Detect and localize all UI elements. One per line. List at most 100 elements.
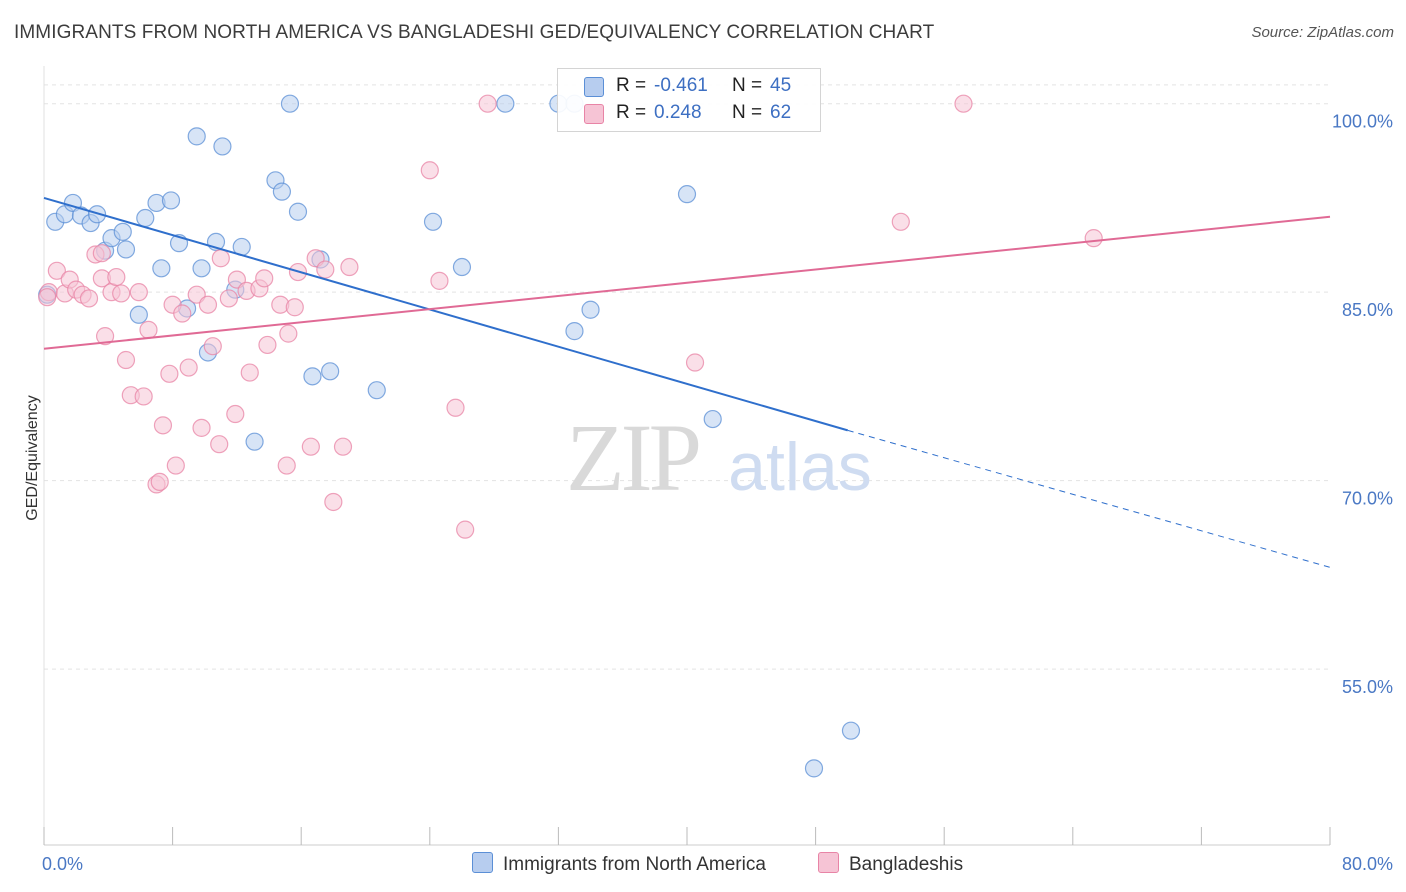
point-north-america xyxy=(804,759,824,778)
point-north-america xyxy=(116,240,136,259)
point-north-america xyxy=(280,94,300,113)
point-bangladeshi xyxy=(456,520,475,539)
point-bangladeshi xyxy=(95,327,115,346)
point-north-america xyxy=(245,432,264,451)
point-bangladeshi xyxy=(134,387,153,406)
y-axis-title: GED/Equivalency xyxy=(24,395,41,520)
point-bangladeshi xyxy=(203,337,222,356)
point-bangladeshi xyxy=(954,94,973,113)
legend-n-label: N = xyxy=(732,75,763,96)
trend-line-bangladeshi xyxy=(43,215,1331,350)
point-bangladeshi xyxy=(1084,229,1103,248)
grid-lines xyxy=(44,84,1330,670)
point-bangladeshi xyxy=(38,288,57,307)
point-bangladeshi xyxy=(324,492,343,512)
chart-title: IMMIGRANTS FROM NORTH AMERICA VS BANGLAD… xyxy=(14,22,935,43)
bottom-legend-bangladeshis: Bangladeshis xyxy=(818,852,963,876)
point-bangladeshi xyxy=(192,418,211,437)
point-bangladeshi xyxy=(79,289,99,308)
bottom-legend-swatch-pink xyxy=(818,852,839,873)
point-north-america xyxy=(565,322,584,341)
point-bangladeshi xyxy=(316,260,335,279)
watermark-zip: ZIP xyxy=(566,404,699,511)
point-bangladeshi xyxy=(891,212,910,231)
bottom-legend-swatch-blue xyxy=(472,852,493,873)
point-bangladeshi xyxy=(179,358,198,377)
y-tick-label: 55.0% xyxy=(1342,677,1393,697)
watermark-atlas: atlas xyxy=(728,429,872,505)
point-bangladeshi xyxy=(139,320,158,339)
bottom-legend-label: Immigrants from North America xyxy=(503,854,766,875)
legend-swatch-pink xyxy=(584,104,604,124)
point-bangladeshi xyxy=(478,94,497,113)
point-north-america xyxy=(192,259,211,278)
trend-line-north-america xyxy=(43,196,849,432)
bottom-legend-north-america: Immigrants from North America xyxy=(472,852,766,876)
y-tick-label: 100.0% xyxy=(1332,112,1393,132)
legend-r-value: -0.461 xyxy=(654,75,708,96)
point-north-america xyxy=(496,94,515,113)
point-north-america xyxy=(303,367,322,386)
legend-r-label: R = xyxy=(616,102,647,123)
point-bangladeshi xyxy=(420,161,439,180)
point-north-america xyxy=(703,409,722,429)
point-bangladeshi xyxy=(173,304,192,323)
point-bangladeshi xyxy=(198,295,218,314)
x-tick-label-start: 0.0% xyxy=(42,854,83,874)
point-bangladeshi xyxy=(129,283,148,302)
point-bangladeshi xyxy=(277,456,296,475)
point-north-america xyxy=(452,257,472,277)
point-bangladeshi xyxy=(333,437,353,456)
point-bangladeshi xyxy=(107,267,126,287)
bottom-legend-label: Bangladeshis xyxy=(849,854,964,875)
point-bangladeshi xyxy=(160,364,179,383)
point-north-america xyxy=(113,222,132,241)
point-bangladeshi xyxy=(219,289,238,308)
point-north-america xyxy=(136,208,155,228)
point-north-america xyxy=(288,202,308,221)
point-bangladeshi xyxy=(240,363,259,382)
point-north-america xyxy=(187,127,206,146)
trend-line-north-america-extension xyxy=(847,429,1331,568)
point-bangladeshi xyxy=(258,335,277,355)
point-north-america xyxy=(367,381,386,400)
point-bangladeshi xyxy=(340,257,359,277)
point-bangladeshi xyxy=(116,350,136,370)
legend-r-label: R = xyxy=(616,75,647,96)
x-tick-label-end: 80.0% xyxy=(1342,854,1393,874)
point-north-america xyxy=(161,191,181,210)
point-north-america xyxy=(213,137,232,156)
correlation-legend: R = -0.461 N = 45 R = 0.248 N = 62 xyxy=(557,68,821,132)
point-north-america xyxy=(581,300,600,319)
point-north-america xyxy=(321,362,340,381)
point-bangladeshi xyxy=(226,404,245,424)
point-north-america xyxy=(677,185,697,204)
point-bangladeshi xyxy=(153,416,173,435)
point-bangladeshi xyxy=(685,353,705,372)
y-tick-label: 70.0% xyxy=(1342,489,1393,509)
point-north-america xyxy=(841,721,861,740)
point-bangladeshi xyxy=(279,324,298,343)
point-bangladeshi xyxy=(211,249,230,268)
point-bangladeshi xyxy=(446,398,465,417)
legend-n-value: 45 xyxy=(770,75,792,96)
point-bangladeshi xyxy=(430,271,449,290)
axes: 55.0% 70.0% 85.0% 100.0% 0.0% 80.0% xyxy=(42,66,1393,874)
legend-r-value: 0.248 xyxy=(654,102,702,123)
point-north-america xyxy=(152,259,171,278)
point-bangladeshi xyxy=(166,456,185,475)
point-bangladeshi xyxy=(150,472,169,491)
point-bangladeshi xyxy=(210,435,229,454)
point-bangladeshi xyxy=(112,284,131,303)
y-tick-label: 85.0% xyxy=(1342,300,1393,320)
point-bangladeshi xyxy=(301,437,320,456)
point-north-america xyxy=(272,182,292,201)
chart-source: Source: ZipAtlas.com xyxy=(1251,24,1394,41)
watermark: ZIP atlas xyxy=(566,404,872,511)
point-bangladeshi xyxy=(255,269,274,288)
point-north-america xyxy=(129,305,148,324)
point-bangladeshi xyxy=(92,244,111,263)
point-bangladeshi xyxy=(47,261,66,280)
legend-n-label: N = xyxy=(732,102,763,123)
